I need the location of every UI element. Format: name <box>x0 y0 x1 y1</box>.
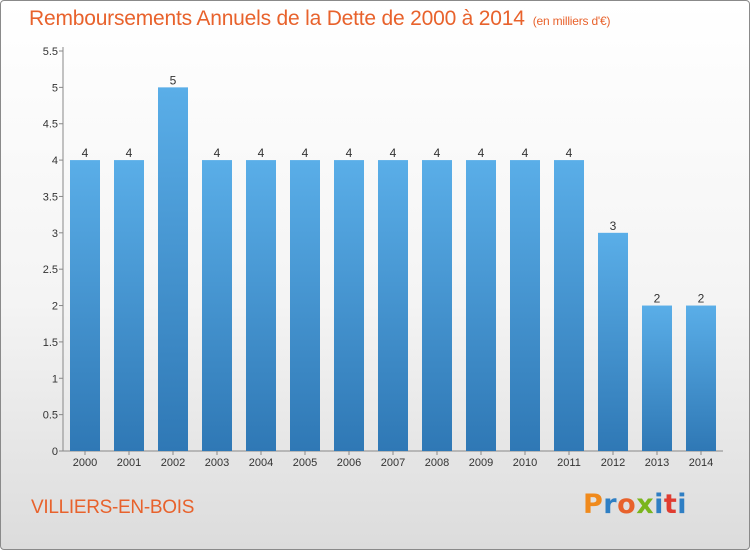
x-tick-label: 2012 <box>601 457 625 469</box>
data-label: 4 <box>258 146 265 160</box>
title-unit: (en milliers d'€) <box>532 14 611 28</box>
bar <box>158 87 188 451</box>
y-tick-label: 4.5 <box>43 119 58 131</box>
bar <box>246 160 276 451</box>
x-tick-label: 2002 <box>161 457 185 469</box>
bar <box>334 160 364 451</box>
bar <box>422 160 452 451</box>
data-label: 4 <box>434 146 441 160</box>
bar <box>290 160 320 451</box>
y-tick-label: 1 <box>52 373 58 385</box>
y-tick-label: 4 <box>52 155 58 167</box>
y-tick-label: 3 <box>52 228 58 240</box>
chart-title: Remboursements Annuels de la Dette de 20… <box>29 7 610 31</box>
bar <box>466 160 496 451</box>
x-tick-label: 2011 <box>557 457 581 469</box>
proxiti-logo[interactable]: Proxiti <box>583 489 687 520</box>
x-tick-label: 2005 <box>293 457 317 469</box>
data-label: 4 <box>566 146 573 160</box>
data-label: 5 <box>170 73 177 87</box>
title-text: Remboursements Annuels de la Dette de 20… <box>29 7 525 30</box>
y-tick-label: 5 <box>52 82 58 94</box>
logo-letter: r <box>603 489 618 520</box>
x-tick-label: 2003 <box>205 457 229 469</box>
data-label: 4 <box>346 146 353 160</box>
bar <box>642 305 672 451</box>
bar <box>202 160 232 451</box>
bar <box>598 232 628 451</box>
data-label: 4 <box>126 146 133 160</box>
y-tick-label: 1.5 <box>43 337 58 349</box>
y-tick-label: 3.5 <box>43 191 58 203</box>
data-label: 4 <box>478 146 485 160</box>
x-tick-label: 2014 <box>689 457 713 469</box>
x-tick-label: 2000 <box>73 457 97 469</box>
data-label: 4 <box>214 146 221 160</box>
bar <box>510 160 540 451</box>
bar <box>70 160 100 451</box>
x-tick-label: 2007 <box>381 457 405 469</box>
bar <box>114 160 144 451</box>
x-tick-label: 2006 <box>337 457 361 469</box>
logo-letter: P <box>583 489 604 520</box>
bar <box>686 305 716 451</box>
data-label: 2 <box>698 292 705 306</box>
data-label: 4 <box>522 146 529 160</box>
y-tick-label: 0.5 <box>43 410 58 422</box>
logo-letter: i <box>654 489 664 520</box>
y-tick-label: 2.5 <box>43 264 58 276</box>
x-tick-label: 2010 <box>513 457 537 469</box>
y-tick-label: 5.5 <box>43 46 58 58</box>
data-label: 4 <box>302 146 309 160</box>
logo-letter: i <box>677 489 688 520</box>
data-label: 4 <box>390 146 397 160</box>
x-tick-label: 2008 <box>425 457 449 469</box>
y-tick-label: 0 <box>52 446 58 458</box>
x-tick-label: 2013 <box>645 457 669 469</box>
logo-letter: t <box>663 489 678 520</box>
bar <box>554 160 584 451</box>
logo-letter: x <box>636 489 655 520</box>
logo-letter: o <box>617 489 637 520</box>
data-label: 4 <box>82 146 89 160</box>
x-tick-label: 2009 <box>469 457 493 469</box>
data-label: 3 <box>610 219 617 233</box>
x-tick-label: 2001 <box>117 457 141 469</box>
y-tick-label: 2 <box>52 301 58 313</box>
data-label: 2 <box>654 292 661 306</box>
bars: 4 4 5 4 4 4 4 4 4 4 4 4 3 2 2 <box>70 73 716 451</box>
x-tick-label: 2004 <box>249 457 273 469</box>
bar <box>378 160 408 451</box>
commune-name: VILLIERS-EN-BOIS <box>31 497 195 518</box>
